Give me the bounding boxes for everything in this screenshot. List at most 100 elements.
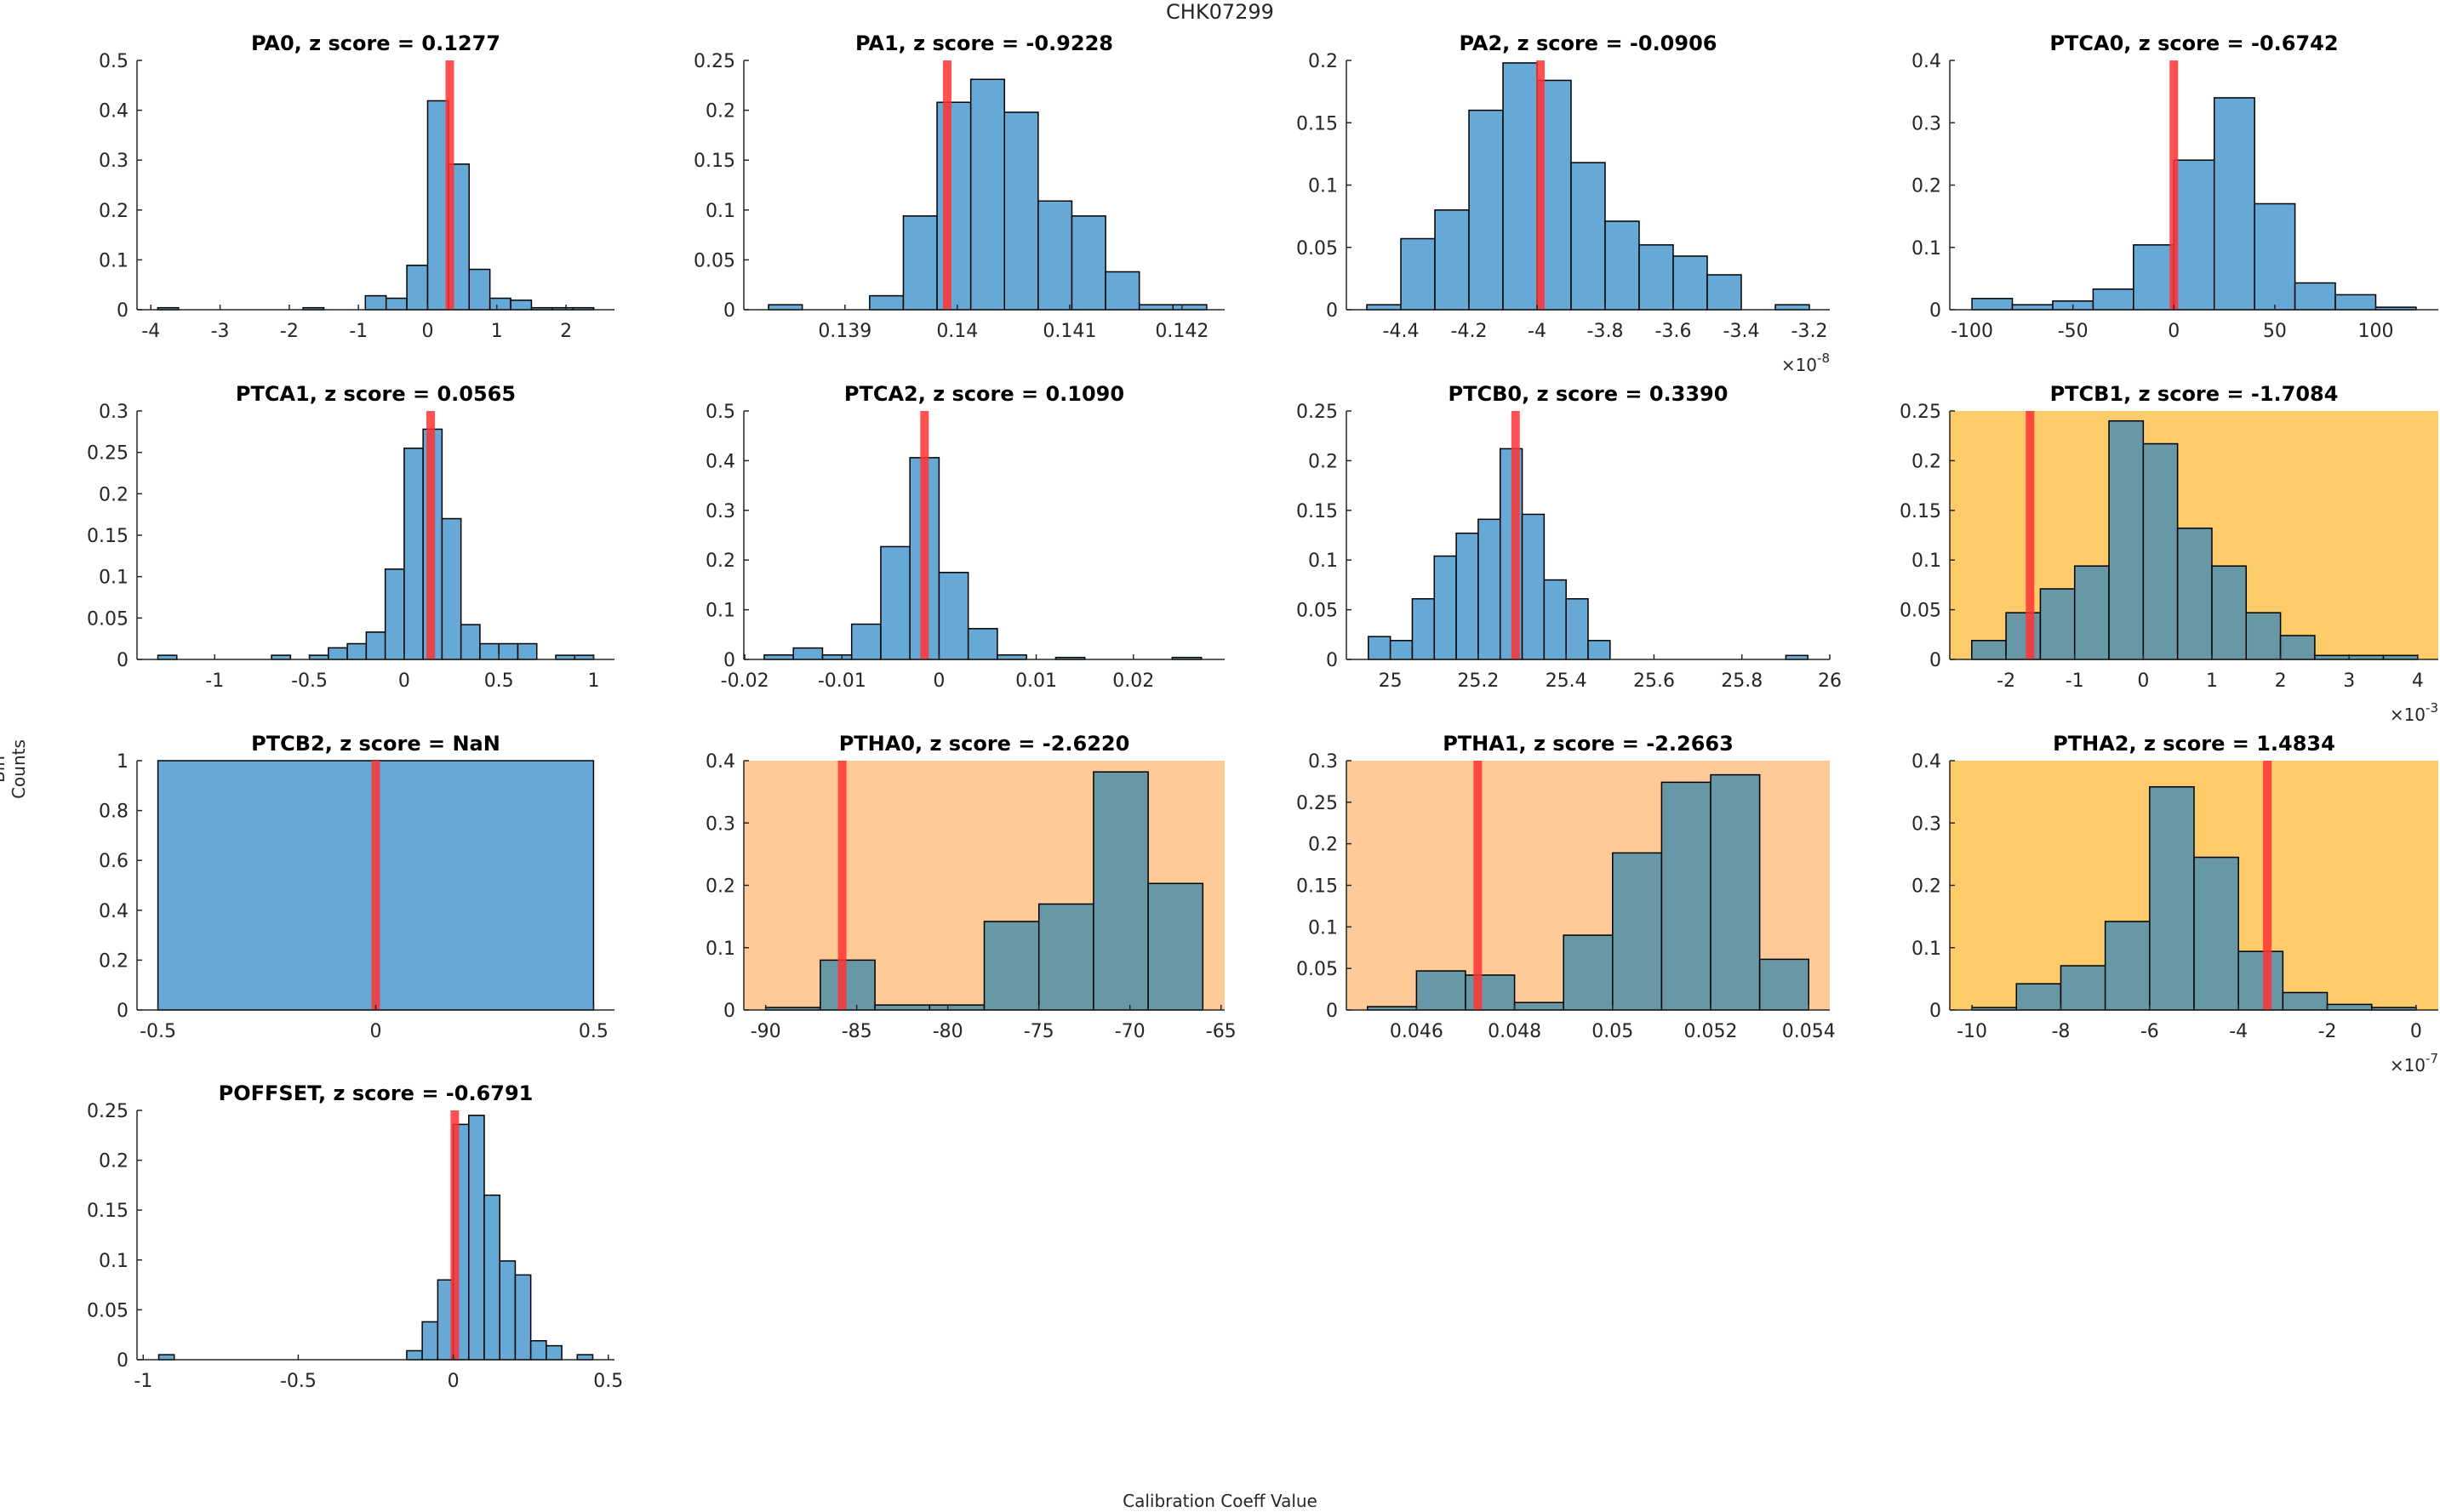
x-tick-label: -3.4 bbox=[1723, 321, 1760, 342]
y-tick-label: 0.15 bbox=[1296, 113, 1338, 134]
x-tick-label: -50 bbox=[2058, 321, 2089, 342]
y-tick-label: 0.05 bbox=[87, 608, 129, 630]
histogram-bar bbox=[529, 1339, 547, 1361]
histogram-panel-pa2: 0 0.05 0.1 0.15 0.2 -4.4 -4.2 -4 -3.8 -3.6 -3.4 -3.… bbox=[1296, 31, 1830, 375]
x-tick-label: 0 bbox=[2410, 1021, 2422, 1042]
x-tick-label: 0 bbox=[2168, 321, 2180, 342]
histogram-bar bbox=[1543, 579, 1567, 660]
y-tick-label: 0.2 bbox=[1308, 835, 1338, 856]
histogram-bar bbox=[385, 297, 408, 311]
histogram-bar bbox=[2060, 965, 2106, 1011]
x-axis-exponent: ×10-3 bbox=[2390, 700, 2438, 725]
histogram-bar bbox=[1971, 298, 2014, 311]
y-tick-label: 0 bbox=[723, 1001, 735, 1022]
histogram-bar bbox=[902, 215, 938, 311]
histogram-bar bbox=[403, 448, 424, 660]
x-tick-label: -2 bbox=[2318, 1021, 2337, 1042]
measured-value-line bbox=[2169, 60, 2179, 310]
measured-value-line bbox=[371, 761, 380, 1010]
histogram-bar bbox=[1502, 62, 1538, 311]
histogram-bar bbox=[1037, 200, 1073, 311]
x-tick-label: 0 bbox=[398, 670, 410, 692]
y-tick-label: 0 bbox=[117, 1350, 129, 1372]
y-tick-label: 0.1 bbox=[1308, 176, 1338, 197]
histogram-bar bbox=[2237, 950, 2284, 1011]
y-tick-label: 0.2 bbox=[1308, 451, 1338, 472]
measured-value-line bbox=[1536, 60, 1545, 310]
x-tick-label: 25.2 bbox=[1457, 670, 1499, 692]
histogram-bar bbox=[1400, 237, 1436, 311]
x-tick-label: 0 bbox=[370, 1021, 382, 1042]
x-tick-label: -100 bbox=[1951, 321, 1993, 342]
x-tick-label: -4 bbox=[2229, 1021, 2248, 1042]
histogram-bar bbox=[763, 653, 794, 660]
histogram-bar bbox=[576, 1354, 594, 1361]
y-tick-label: 0.3 bbox=[99, 151, 129, 172]
x-tick-label: 0.14 bbox=[936, 321, 978, 342]
y-tick-label: 0.1 bbox=[99, 568, 129, 589]
y-tick-label: 0.1 bbox=[1911, 551, 1941, 572]
histogram-bar bbox=[997, 653, 1027, 660]
y-tick-label: 0.1 bbox=[706, 601, 735, 622]
y-tick-label: 0.1 bbox=[99, 1251, 129, 1272]
y-tick-label: 0.15 bbox=[694, 151, 735, 172]
panel-title: PTCA1, z score = 0.0565 bbox=[236, 382, 516, 406]
y-tick-label: 0.5 bbox=[99, 51, 129, 72]
x-tick-label: -0.01 bbox=[818, 670, 866, 692]
histogram-bar bbox=[546, 1344, 563, 1361]
y-tick-label: 0.05 bbox=[1296, 959, 1338, 980]
panel-title: PTHA0, z score = -2.6220 bbox=[839, 732, 1130, 756]
histogram-bar bbox=[969, 78, 1006, 311]
y-tick-label: 0.2 bbox=[99, 201, 129, 222]
histogram-bar bbox=[2211, 565, 2248, 660]
x-tick-label: 0.5 bbox=[484, 670, 514, 692]
x-tick-label: 50 bbox=[2263, 321, 2287, 342]
histogram-bar bbox=[1368, 636, 1391, 660]
histogram-bar bbox=[1071, 215, 1106, 311]
histogram-bar bbox=[2282, 991, 2329, 1011]
histogram-bar bbox=[426, 100, 449, 311]
x-tick-label: -4 bbox=[1528, 321, 1546, 342]
histogram-bar bbox=[1570, 162, 1606, 311]
histogram-bar bbox=[1411, 598, 1436, 660]
y-tick-label: 0.25 bbox=[1296, 793, 1338, 814]
histogram-panel-ptha2: 0 0.1 0.2 0.3 0.4 -10 -8 -6 -4 -2 0 ×10-7 PTHA2, z s… bbox=[1911, 732, 2438, 1076]
x-axis-exponent: ×10-8 bbox=[1781, 351, 1830, 375]
x-tick-label: 0.02 bbox=[1112, 670, 1154, 692]
histogram-bar bbox=[365, 631, 386, 660]
histogram-bar bbox=[1971, 640, 2007, 660]
measured-value-line bbox=[2026, 411, 2035, 659]
x-tick-label: 0 bbox=[421, 321, 433, 342]
histogram-bar bbox=[768, 304, 803, 311]
y-tick-label: 0 bbox=[1326, 650, 1338, 671]
histogram-bar bbox=[2073, 565, 2110, 660]
histogram-bar bbox=[441, 517, 462, 660]
histogram-bar bbox=[2176, 528, 2213, 660]
panel-title: PA2, z score = -0.0906 bbox=[1460, 31, 1717, 55]
histogram-bar bbox=[1172, 304, 1208, 311]
x-tick-label: 0.054 bbox=[1782, 1021, 1836, 1042]
figure-title: CHK07299 bbox=[1166, 0, 1274, 24]
x-tick-label: 100 bbox=[2357, 321, 2393, 342]
y-tick-label: 0.15 bbox=[1296, 501, 1338, 522]
x-tick-label: 0 bbox=[933, 670, 945, 692]
histogram-bar bbox=[2011, 304, 2054, 311]
x-tick-label: -1 bbox=[2066, 670, 2084, 692]
x-tick-label: -0.02 bbox=[721, 670, 769, 692]
panel-title: PTCB0, z score = 0.3390 bbox=[1449, 382, 1729, 406]
x-tick-label: 0.052 bbox=[1684, 1021, 1738, 1042]
panel-title: PA1, z score = -0.9228 bbox=[855, 31, 1113, 55]
histogram-bar bbox=[1638, 244, 1674, 311]
y-tick-label: 0.25 bbox=[1900, 402, 1941, 423]
x-tick-label: -3.8 bbox=[1587, 321, 1624, 342]
histogram-bar bbox=[460, 624, 481, 660]
histogram-bar bbox=[468, 268, 491, 311]
y-tick-label: 0.2 bbox=[1308, 51, 1338, 72]
y-tick-label: 0.2 bbox=[706, 551, 735, 572]
histogram-bar bbox=[2039, 588, 2076, 660]
y-tick-label: 0.4 bbox=[706, 751, 735, 773]
histogram-bar bbox=[384, 568, 405, 660]
x-tick-label: 0.5 bbox=[579, 1021, 609, 1042]
histogram-bar bbox=[1037, 903, 1094, 1011]
histogram-bar bbox=[468, 1115, 485, 1361]
